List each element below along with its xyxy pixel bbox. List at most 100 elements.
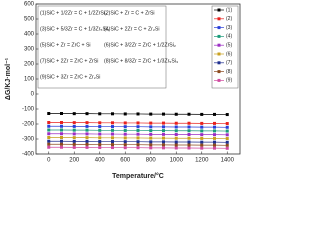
data-point bbox=[162, 125, 165, 129]
data-point bbox=[72, 145, 76, 149]
data-point bbox=[123, 112, 127, 116]
data-point bbox=[213, 146, 216, 150]
legend-box bbox=[211, 5, 239, 89]
data-point bbox=[174, 133, 178, 136]
data-point bbox=[85, 145, 89, 149]
legend-label: (7) bbox=[226, 60, 232, 66]
data-point bbox=[111, 136, 114, 140]
data-point bbox=[72, 139, 76, 143]
data-point bbox=[162, 132, 165, 136]
data-point bbox=[123, 146, 127, 150]
annotation: (7)SiC + 2Zr = ZrC + ZrSi bbox=[40, 58, 98, 64]
legend-label: (8) bbox=[226, 69, 232, 75]
y-tick-label: 500 bbox=[24, 17, 35, 23]
annotation: (2)SiC + Zr = C + ZrSi bbox=[104, 10, 155, 16]
data-point bbox=[149, 121, 153, 125]
data-point bbox=[72, 132, 76, 136]
y-tick-label: 300 bbox=[24, 47, 35, 53]
data-point bbox=[225, 140, 229, 144]
data-point bbox=[85, 136, 89, 140]
data-point bbox=[136, 136, 140, 140]
data-point bbox=[213, 125, 216, 129]
data-point bbox=[200, 133, 204, 137]
data-point bbox=[149, 146, 153, 150]
data-point bbox=[187, 121, 191, 125]
x-tick-label: 200 bbox=[69, 158, 80, 164]
data-point bbox=[47, 128, 51, 132]
data-point bbox=[60, 145, 63, 149]
data-point bbox=[98, 132, 102, 136]
legend-marker bbox=[217, 52, 221, 56]
data-point bbox=[111, 128, 114, 132]
data-point bbox=[174, 136, 178, 140]
data-point bbox=[47, 142, 51, 146]
data-point bbox=[174, 121, 178, 125]
data-point bbox=[72, 112, 76, 116]
data-point bbox=[98, 146, 102, 150]
data-point bbox=[111, 132, 114, 136]
data-point bbox=[72, 128, 76, 132]
data-point bbox=[123, 121, 127, 125]
data-point bbox=[60, 139, 63, 143]
data-point bbox=[162, 136, 165, 140]
legend-label: (3) bbox=[226, 25, 232, 31]
data-point bbox=[123, 128, 127, 132]
data-point bbox=[60, 128, 63, 132]
y-tick-label: 400 bbox=[24, 32, 35, 38]
data-point bbox=[187, 146, 191, 150]
legend-label: (6) bbox=[226, 51, 232, 57]
data-point bbox=[98, 121, 102, 125]
data-point bbox=[47, 124, 51, 128]
x-tick-label: 0 bbox=[47, 158, 51, 164]
data-point bbox=[60, 112, 63, 115]
legend-label: (1) bbox=[226, 7, 232, 13]
data-point bbox=[200, 143, 204, 147]
annotation: (8)SiC + 8/3Zr = ZrC + 1/3Zr₅Si₃ bbox=[104, 58, 178, 64]
data-point bbox=[162, 143, 165, 147]
data-point bbox=[149, 140, 153, 144]
x-tick-label: 1200 bbox=[195, 158, 209, 164]
data-point bbox=[136, 112, 140, 116]
data-point bbox=[72, 121, 76, 125]
data-point bbox=[162, 146, 165, 150]
data-point bbox=[225, 125, 229, 129]
x-tick-label: 800 bbox=[146, 158, 157, 164]
data-point bbox=[200, 129, 204, 133]
data-point bbox=[85, 121, 89, 125]
y-tick-label: -100 bbox=[22, 107, 35, 113]
x-tick-label: 600 bbox=[120, 158, 131, 164]
legend-marker bbox=[217, 78, 221, 82]
data-point bbox=[162, 129, 165, 133]
legend-marker bbox=[217, 26, 221, 30]
legend-marker bbox=[217, 70, 221, 74]
data-point bbox=[85, 132, 89, 136]
data-point bbox=[85, 139, 89, 143]
chart: Temperature/°C ΔG/KJ·mol⁻¹ -400 -300 -200 -… bbox=[5, 2, 241, 180]
data-point bbox=[136, 140, 140, 144]
legend-marker bbox=[217, 8, 221, 12]
data-point bbox=[225, 143, 229, 147]
annotation: (6)SiC + 3/2Zr = ZrC + 1/2ZrSi₂ bbox=[104, 42, 176, 48]
y-tick-label: 100 bbox=[24, 77, 35, 83]
data-point bbox=[225, 133, 229, 137]
data-point bbox=[187, 140, 191, 144]
data-point bbox=[136, 132, 140, 136]
legend-marker bbox=[217, 34, 221, 38]
legend-label: (9) bbox=[226, 78, 232, 84]
data-point bbox=[136, 125, 140, 129]
y-tick-label: -200 bbox=[22, 122, 35, 128]
data-point bbox=[123, 125, 127, 129]
data-point bbox=[98, 140, 102, 144]
data-point bbox=[136, 146, 140, 150]
legend-marker bbox=[217, 17, 221, 21]
legend-marker bbox=[217, 61, 221, 65]
data-point bbox=[98, 125, 102, 129]
data-point bbox=[47, 145, 51, 149]
data-point bbox=[47, 112, 51, 115]
annotation: (1)SiC + 1/2Zr = C + 1/2ZrSi₂ bbox=[40, 10, 107, 16]
data-point bbox=[60, 132, 63, 136]
data-point bbox=[98, 128, 102, 132]
data-point bbox=[174, 112, 178, 116]
data-point bbox=[72, 124, 76, 128]
annotation: (4)SiC + 2Zr = C + Zr₂Si bbox=[104, 26, 160, 32]
